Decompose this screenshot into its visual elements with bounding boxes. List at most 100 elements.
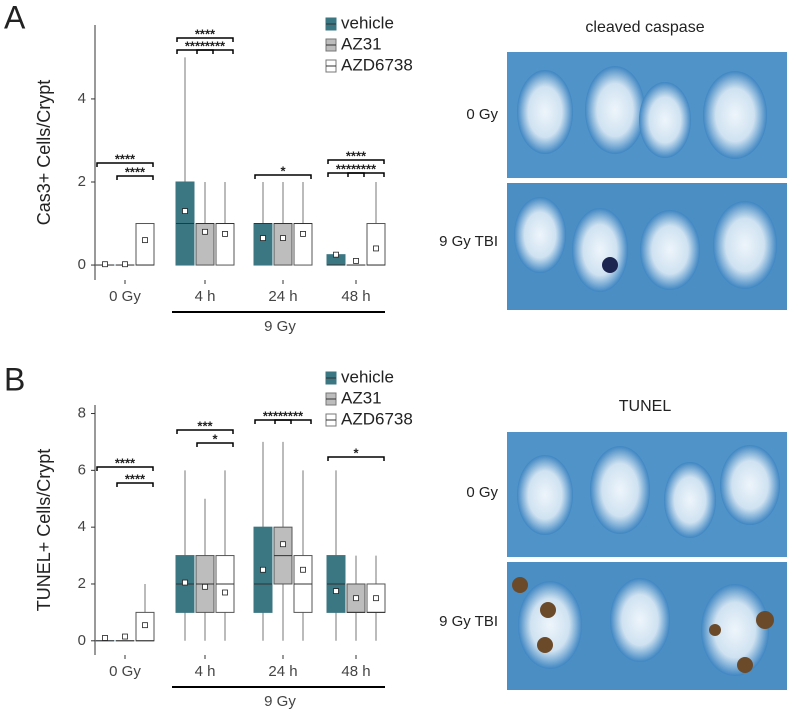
mean-marker [280, 235, 286, 241]
significance-bracket [196, 49, 234, 54]
mean-marker [260, 235, 266, 241]
significance-label: **** [356, 161, 377, 176]
significance-label: **** [336, 161, 357, 176]
mean-marker [300, 231, 306, 237]
mean-marker [142, 622, 148, 629]
significance-bracket [254, 419, 292, 424]
significance-bracket [176, 37, 234, 42]
mean-marker [280, 541, 286, 548]
y-tick-label: 8 [78, 404, 86, 421]
significance-bracket [327, 159, 385, 164]
legend-label: vehicle [341, 13, 394, 32]
legend-label: AZD6738 [341, 55, 413, 74]
mean-marker [373, 245, 379, 252]
image-row-label: 0 Gy [466, 106, 498, 123]
significance-bracket [327, 456, 385, 461]
mean-marker [202, 228, 208, 235]
y-tick-label: 2 [78, 173, 86, 190]
mean-marker [333, 588, 339, 594]
mean-marker [122, 633, 128, 640]
significance-bracket [347, 172, 385, 177]
significance-bracket [196, 442, 234, 447]
group-label: 9 Gy [264, 318, 296, 335]
y-axis-label: TUNEL+ Cells/Crypt [34, 449, 54, 612]
x-tick-label: 4 h [195, 663, 216, 680]
box [135, 223, 155, 266]
image-title: cleaved caspase [585, 19, 704, 36]
y-tick-label: 0 [78, 256, 86, 273]
micrograph [507, 432, 787, 557]
mean-marker [182, 208, 188, 214]
significance-label: **** [283, 408, 304, 423]
y-tick-label: 4 [78, 518, 86, 535]
mean-marker [222, 231, 228, 237]
group-label: 9 Gy [264, 693, 296, 710]
significance-label: **** [115, 455, 136, 470]
box [273, 223, 293, 266]
legend-label: AZD6738 [341, 409, 413, 428]
legend-label: AZ31 [341, 34, 382, 53]
x-tick-label: 24 h [268, 663, 297, 680]
significance-bracket [274, 419, 312, 424]
micrograph [507, 562, 787, 690]
significance-label: **** [185, 38, 206, 53]
significance-label: **** [115, 151, 136, 166]
box [253, 223, 273, 266]
mean-marker [182, 579, 188, 586]
x-tick-label: 24 h [268, 288, 297, 305]
box [293, 223, 313, 266]
micrograph [507, 52, 787, 178]
image-row-label: 9 Gy TBI [439, 613, 498, 630]
significance-label: * [353, 445, 359, 460]
significance-label: **** [195, 26, 216, 41]
mean-marker [102, 635, 108, 641]
x-tick-label: 0 Gy [109, 663, 141, 680]
legend-label: vehicle [341, 367, 394, 386]
mean-marker [353, 257, 359, 264]
mean-marker [102, 261, 108, 268]
x-tick-label: 0 Gy [109, 288, 141, 305]
mean-marker [353, 595, 359, 602]
mean-marker [222, 589, 228, 596]
mean-marker [333, 251, 339, 258]
significance-bracket [176, 429, 234, 434]
panel-letter: B [4, 361, 25, 397]
micrograph [507, 183, 787, 310]
image-row-label: 9 Gy TBI [439, 233, 498, 250]
significance-bracket [176, 49, 214, 54]
x-tick-label: 48 h [341, 288, 370, 305]
mean-marker [373, 595, 379, 602]
significance-label: *** [197, 418, 213, 433]
y-tick-label: 4 [78, 90, 86, 107]
mean-marker [202, 583, 208, 590]
significance-bracket [116, 482, 154, 487]
significance-bracket [327, 172, 365, 177]
y-axis-label: Cas3+ Cells/Crypt [34, 80, 54, 226]
y-tick-label: 0 [78, 632, 86, 649]
mean-marker [300, 566, 306, 573]
legend-label: AZ31 [341, 388, 382, 407]
significance-label: **** [125, 471, 146, 486]
significance-bracket [254, 174, 312, 179]
significance-label: **** [205, 38, 226, 53]
x-tick-label: 48 h [341, 663, 370, 680]
box [366, 223, 386, 266]
mean-marker [142, 237, 148, 244]
significance-label: **** [263, 408, 284, 423]
panel-letter: A [4, 0, 26, 35]
image-row-label: 0 Gy [466, 484, 498, 501]
mean-marker [260, 566, 266, 573]
significance-label: * [212, 431, 218, 446]
significance-bracket [96, 162, 154, 167]
x-tick-label: 4 h [195, 288, 216, 305]
image-title: TUNEL [619, 398, 672, 415]
significance-bracket [116, 175, 154, 180]
box [215, 223, 235, 266]
micrographs [507, 52, 787, 690]
significance-bracket [96, 466, 154, 471]
significance-label: * [280, 163, 286, 178]
y-tick-label: 2 [78, 575, 86, 592]
significance-label: **** [125, 164, 146, 179]
mean-marker [122, 261, 128, 268]
